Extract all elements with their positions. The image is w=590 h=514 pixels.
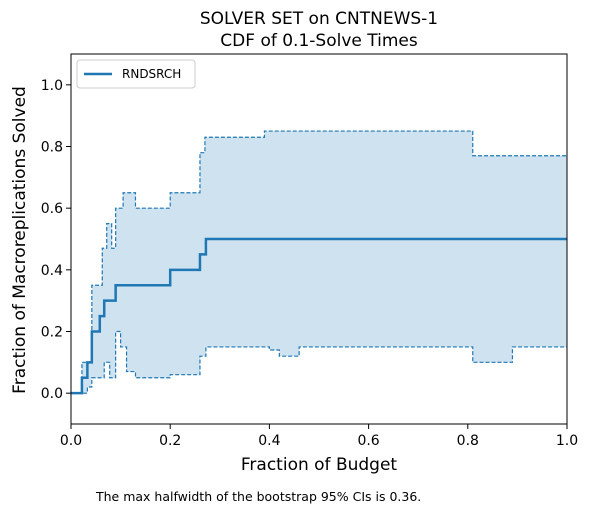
y-tick-label: 0.0 bbox=[41, 386, 63, 402]
chart-subtitle: CDF of 0.1-Solve Times bbox=[220, 31, 418, 51]
series-line-rndsrch bbox=[71, 237, 567, 395]
x-axis-label: Fraction of Budget bbox=[241, 455, 398, 475]
y-tick-label: 1.0 bbox=[41, 78, 63, 94]
legend: RNDSRCH bbox=[76, 59, 196, 89]
chart-title: SOLVER SET on CNTNEWS-1 bbox=[200, 9, 438, 29]
x-tick-label: 0.6 bbox=[357, 433, 379, 449]
ci-band bbox=[71, 131, 567, 394]
x-axis: 0.0 0.2 0.4 0.6 0.8 1.0 bbox=[60, 424, 578, 449]
plot-area bbox=[70, 53, 568, 425]
y-tick-label: 0.6 bbox=[41, 201, 63, 217]
y-tick-label: 0.4 bbox=[41, 263, 63, 279]
x-tick-label: 0.2 bbox=[159, 433, 181, 449]
y-axis: 0.0 0.2 0.4 0.6 0.8 1.0 bbox=[41, 78, 71, 402]
x-tick-label: 0.0 bbox=[60, 433, 82, 449]
y-axis-label: Fraction of Macroreplications Solved bbox=[10, 86, 30, 394]
y-tick-label: 0.2 bbox=[41, 325, 63, 341]
upper-bound-line bbox=[71, 130, 567, 394]
legend-frame bbox=[76, 59, 196, 89]
x-tick-label: 0.8 bbox=[457, 433, 479, 449]
plot-frame bbox=[70, 53, 568, 425]
x-tick-label: 0.4 bbox=[258, 433, 280, 449]
x-tick-label: 1.0 bbox=[556, 433, 578, 449]
footnote: The max halfwidth of the bootstrap 95% C… bbox=[96, 489, 422, 504]
y-tick-label: 0.8 bbox=[41, 140, 63, 156]
lower-bound-line bbox=[71, 330, 567, 394]
legend-label-rndsrch: RNDSRCH bbox=[122, 67, 181, 81]
